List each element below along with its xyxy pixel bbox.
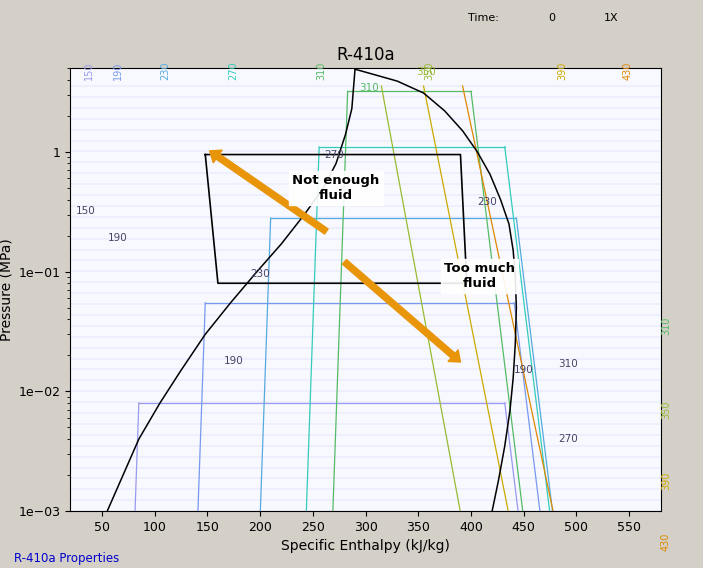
Text: R-410a Properties: R-410a Properties bbox=[14, 552, 120, 565]
Text: 310: 310 bbox=[661, 317, 671, 336]
Text: 190: 190 bbox=[112, 61, 123, 80]
Title: R-410a: R-410a bbox=[336, 46, 395, 64]
Text: 430: 430 bbox=[661, 533, 671, 552]
Text: 390: 390 bbox=[661, 471, 671, 490]
X-axis label: Specific Enthalpy (kJ/kg): Specific Enthalpy (kJ/kg) bbox=[281, 540, 450, 553]
Text: 270: 270 bbox=[558, 434, 578, 444]
Text: 230: 230 bbox=[477, 197, 497, 207]
Text: Too much
fluid: Too much fluid bbox=[444, 262, 515, 290]
Text: 310: 310 bbox=[359, 83, 380, 93]
Text: Not enough
fluid: Not enough fluid bbox=[292, 174, 380, 202]
Text: 310: 310 bbox=[558, 359, 578, 369]
Text: 150: 150 bbox=[76, 206, 96, 216]
Text: 350: 350 bbox=[415, 67, 436, 77]
Text: 430: 430 bbox=[622, 61, 632, 80]
Text: Time:: Time: bbox=[468, 14, 499, 23]
Text: 190: 190 bbox=[108, 233, 128, 243]
Text: 190: 190 bbox=[514, 365, 534, 375]
Text: 350: 350 bbox=[661, 401, 671, 419]
Text: 310: 310 bbox=[316, 61, 326, 80]
Text: 270: 270 bbox=[324, 149, 344, 160]
Text: 0: 0 bbox=[548, 14, 555, 23]
Text: 230: 230 bbox=[160, 61, 170, 80]
Text: 270: 270 bbox=[228, 61, 239, 80]
Y-axis label: Pressure (MPa): Pressure (MPa) bbox=[0, 239, 13, 341]
Text: 350: 350 bbox=[424, 61, 434, 80]
Text: 1X: 1X bbox=[605, 14, 619, 23]
Text: 190: 190 bbox=[224, 356, 244, 366]
Text: 230: 230 bbox=[250, 269, 270, 279]
Text: 150: 150 bbox=[84, 61, 94, 80]
Text: 390: 390 bbox=[557, 61, 568, 80]
